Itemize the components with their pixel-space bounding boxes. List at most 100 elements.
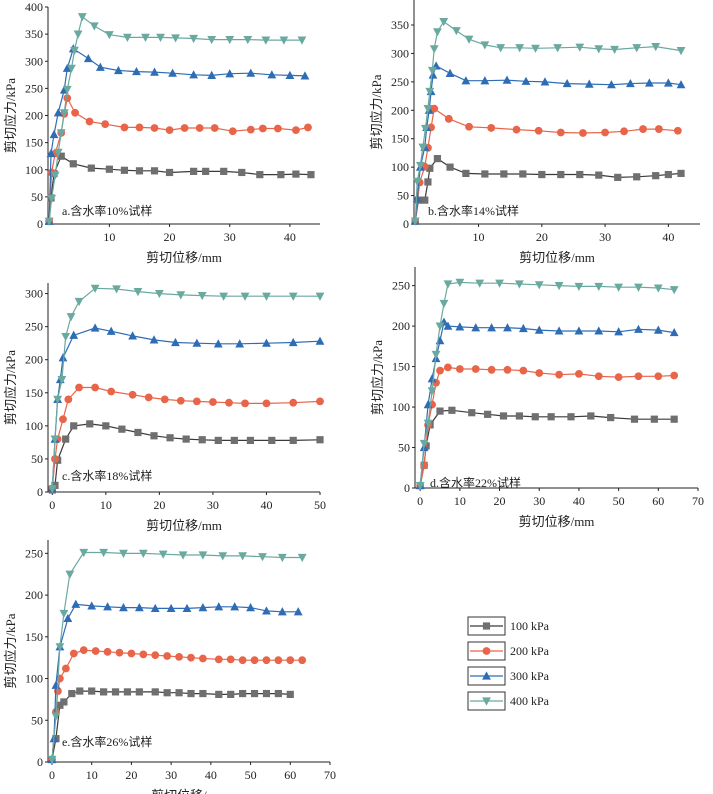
x-tick-label: 30 [165,768,177,782]
data-point [256,171,264,179]
data-point [614,327,624,336]
data-point [53,395,63,405]
data-point [239,689,247,698]
data-point [444,363,452,372]
y-tick-label: 100 [25,419,43,433]
data-point [53,148,63,157]
data-point [461,76,471,85]
x-tick-label: 50 [245,768,257,782]
data-point [120,166,129,174]
data-point [70,46,79,55]
data-point [209,398,217,406]
data-point [214,655,223,664]
y-tick-label: 100 [25,672,43,686]
x-tick-label: 30 [533,494,545,508]
data-point [607,413,615,422]
data-point [76,687,84,695]
data-point [199,689,207,698]
data-point [135,167,144,175]
data-point [634,324,643,333]
data-point [61,332,71,342]
data-point [521,76,531,85]
data-point [103,647,112,656]
y-tick-label: 0 [37,755,43,769]
data-point [634,372,643,381]
data-point [439,18,449,27]
data-point [118,425,126,433]
data-point [150,124,159,132]
y-tick-label: 300 [391,46,409,60]
data-point [639,125,647,133]
data-point [100,688,108,696]
y-tick-label: 200 [392,319,410,333]
data-point [102,422,110,430]
data-point [279,36,289,45]
data-point [653,325,663,334]
series-300kpa [47,323,325,493]
data-point [480,76,490,85]
legend-entry: 300 kPa [467,666,550,686]
data-point [502,75,512,84]
data-point [165,126,174,135]
x-axis-label: 剪切位移/mm [151,788,227,794]
data-point [99,548,109,558]
data-point [633,173,641,181]
data-point [51,712,61,721]
series-200kpa [416,363,679,490]
x-tick-label: 30 [599,230,611,244]
x-tick-label: 10 [86,768,98,782]
data-point [620,127,628,136]
data-point [246,68,256,77]
data-point [316,397,324,406]
data-point [189,34,199,44]
y-tick-label: 100 [392,400,410,414]
data-point [297,553,307,563]
data-point [163,652,172,660]
data-point [133,287,143,297]
data-point [425,87,435,97]
data-point [427,66,437,76]
series-line [51,603,299,760]
y-tick-label: 0 [403,217,409,231]
data-point [88,687,96,695]
data-point [579,129,587,137]
y-tick-label: 250 [25,81,43,95]
data-point [135,123,144,132]
data-point [66,313,76,322]
data-point [554,326,564,335]
data-point [192,338,202,347]
data-point [427,387,437,396]
data-point [267,70,277,79]
data-point [500,170,508,178]
data-point [562,78,572,88]
data-point [632,44,642,53]
data-point [455,365,464,373]
data-point [107,387,116,396]
data-point [534,126,543,135]
data-point [171,34,180,43]
data-point [198,436,206,444]
data-point [195,124,204,132]
data-point [677,169,685,178]
data-point [315,292,325,301]
data-point [499,412,508,420]
data-point [610,45,619,55]
data-point [227,690,235,698]
data-point [79,548,89,558]
data-point [214,436,222,445]
data-point [235,339,245,348]
data-point [292,170,300,178]
data-point [86,420,94,428]
data-point [475,279,485,288]
data-point [587,412,595,420]
data-point [71,108,79,117]
data-point [436,407,444,415]
data-point [83,53,93,63]
data-point [112,285,121,294]
panel-label: a.含水率10%试样 [62,203,152,218]
data-point [421,196,429,204]
data-point [538,170,546,179]
y-tick-label: 200 [391,103,409,117]
data-point [446,163,454,171]
